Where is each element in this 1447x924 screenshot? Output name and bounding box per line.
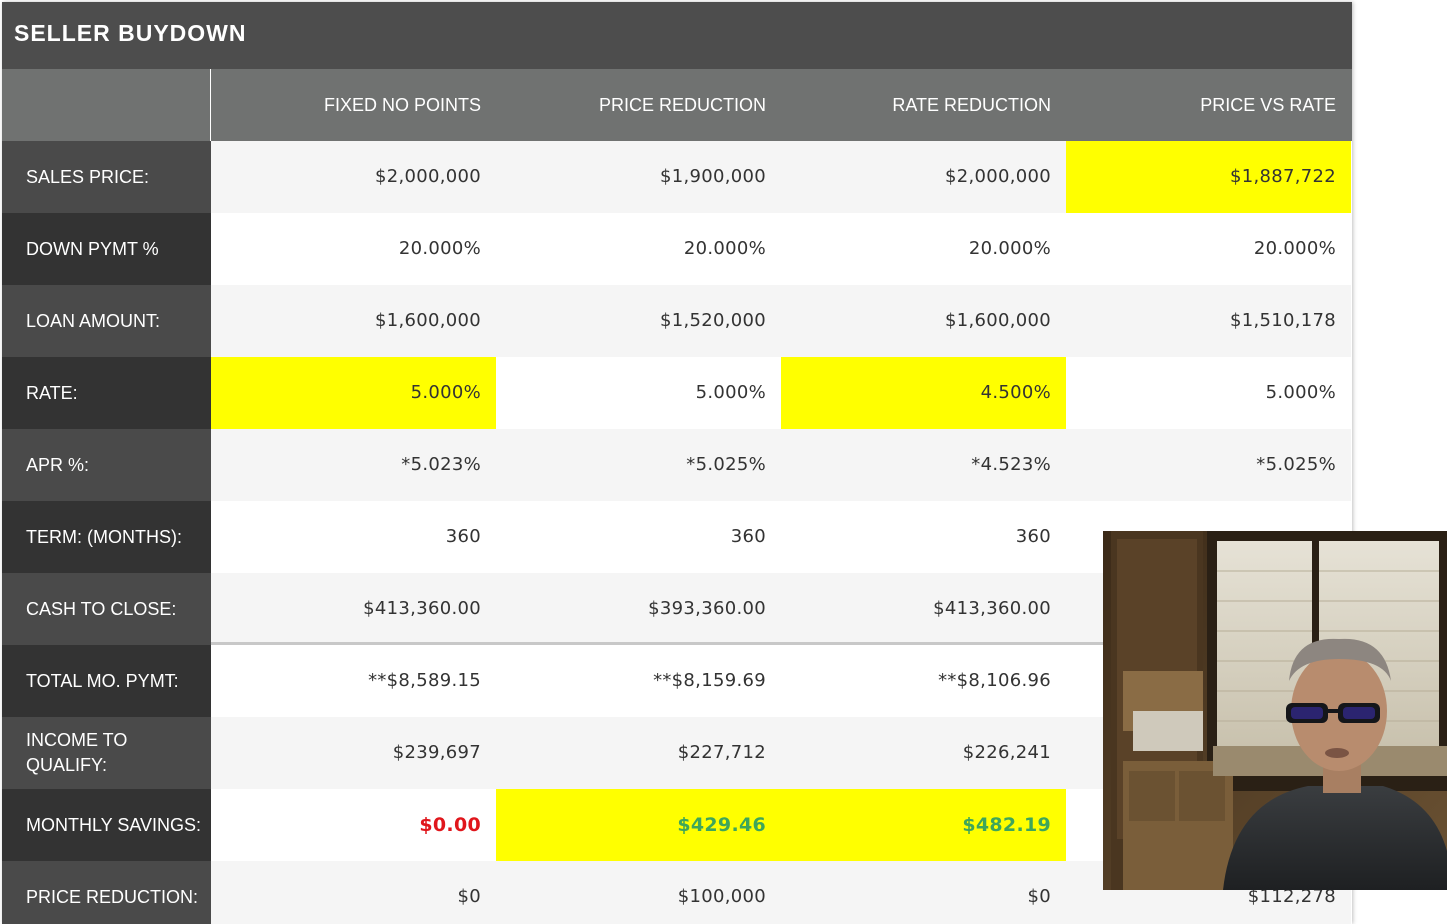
table-cell: 5.000% [1066,357,1351,429]
section-divider [211,642,1352,645]
column-header-price-vs-rate: PRICE VS RATE [1200,95,1336,115]
row-label: TERM: (MONTHS): [2,501,211,573]
table-row-loan-amount: LOAN AMOUNT: $1,600,000 $1,520,000 $1,60… [2,285,1352,357]
table-cell: $0 [211,861,496,924]
table-cell: 360 [211,501,496,573]
column-header-fixed-no-points: FIXED NO POINTS [323,95,481,115]
table-row-term: TERM: (MONTHS): 360 360 360 [2,501,1352,573]
savings-value-positive: $482.19 [781,789,1066,861]
row-label: DOWN PYMT % [2,213,211,285]
table-cell: **$8,106.96 [781,645,1066,717]
table-cell: *5.023% [211,429,496,501]
table-cell: $413,360.00 [781,573,1066,645]
table-cell: $1,600,000 [781,285,1066,357]
table-cell: $1,600,000 [211,285,496,357]
table-cell-highlighted: 5.000% [211,357,496,429]
table-cell: $393,360.00 [496,573,781,645]
table-cell: 360 [496,501,781,573]
table-row-apr: APR %: *5.023% *5.025% *4.523% *5.025% [2,429,1352,501]
row-label: MONTHLY SAVINGS: [2,789,211,861]
row-label: CASH TO CLOSE: [2,573,211,645]
column-header-rate-reduction: RATE REDUCTION [892,95,1051,115]
header-corner [2,69,211,141]
table-cell-highlighted: $1,887,722 [1066,141,1351,213]
table-cell: *5.025% [496,429,781,501]
row-label: PRICE REDUCTION: [2,861,211,924]
row-label: SALES PRICE: [2,141,211,213]
table-cell: *5.025% [1066,429,1351,501]
table-cell: 5.000% [496,357,781,429]
table-cell: **$8,159.69 [496,645,781,717]
webcam-frame-image [1103,531,1447,890]
table-cell: $1,900,000 [496,141,781,213]
table-cell: $2,000,000 [211,141,496,213]
table-cell: $413,360.00 [211,573,496,645]
table-cell: 20.000% [1066,213,1351,285]
table-cell: $239,697 [211,717,496,789]
table-row-down-payment: DOWN PYMT % 20.000% 20.000% 20.000% 20.0… [2,213,1352,285]
table-cell: $100,000 [496,861,781,924]
table-cell: **$8,589.15 [211,645,496,717]
table-cell: 20.000% [496,213,781,285]
page-title: SELLER BUYDOWN [14,20,247,46]
table-cell: 20.000% [781,213,1066,285]
table-header: FIXED NO POINTS PRICE REDUCTION RATE RED… [2,69,1352,141]
column-header-price-reduction: PRICE REDUCTION [598,95,766,115]
table-cell: *4.523% [781,429,1066,501]
webcam-video-overlay[interactable] [1103,531,1447,890]
row-label: RATE: [2,357,211,429]
table-cell: $1,510,178 [1066,285,1351,357]
row-label: APR %: [2,429,211,501]
table-row-price-reduction: PRICE REDUCTION: $0 $100,000 $0 $112,278 [2,861,1352,924]
table-cell: $0 [781,861,1066,924]
row-label: INCOME TO QUALIFY: [2,717,211,789]
row-label: TOTAL MO. PYMT: [2,645,211,717]
table-cell: $1,520,000 [496,285,781,357]
table-cell: $227,712 [496,717,781,789]
savings-value-zero: $0.00 [211,789,496,861]
row-label: LOAN AMOUNT: [2,285,211,357]
title-bar: SELLER BUYDOWN [2,2,1352,69]
table-cell: 20.000% [211,213,496,285]
table-row-rate: RATE: 5.000% 5.000% 4.500% 5.000% [2,357,1352,429]
savings-value-positive: $429.46 [496,789,781,861]
table-row-sales-price: SALES PRICE: $2,000,000 $1,900,000 $2,00… [2,141,1352,213]
table-cell: $226,241 [781,717,1066,789]
table-cell: 360 [781,501,1066,573]
table-cell-highlighted: 4.500% [781,357,1066,429]
table-cell: $2,000,000 [781,141,1066,213]
